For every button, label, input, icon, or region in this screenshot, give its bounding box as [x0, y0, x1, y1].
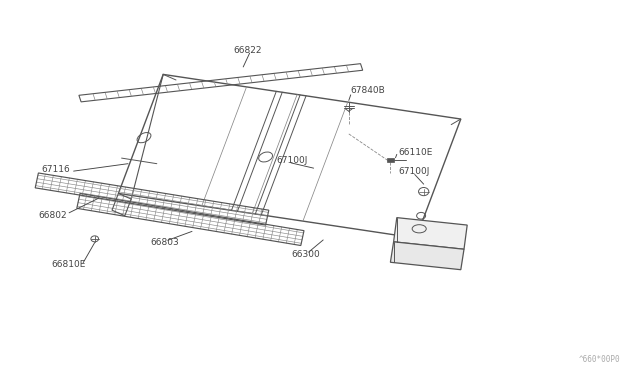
Text: 66110E: 66110E: [399, 148, 433, 157]
Polygon shape: [394, 218, 467, 249]
Text: 66822: 66822: [234, 46, 262, 55]
Text: 67840B: 67840B: [351, 86, 385, 95]
Text: 66810E: 66810E: [51, 260, 86, 269]
Text: 67100J: 67100J: [276, 156, 308, 165]
Bar: [387, 158, 394, 162]
Text: 67116: 67116: [42, 165, 70, 174]
Text: 66803: 66803: [150, 238, 179, 247]
Text: 66802: 66802: [38, 211, 67, 219]
Polygon shape: [390, 242, 464, 270]
Text: 66300: 66300: [291, 250, 320, 259]
Text: 67100J: 67100J: [399, 167, 430, 176]
Text: ^660*00P0: ^660*00P0: [579, 355, 621, 364]
